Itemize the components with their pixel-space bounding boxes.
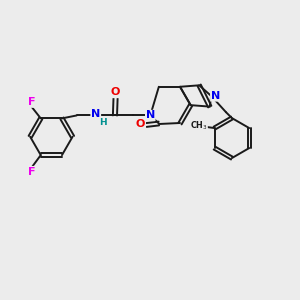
Text: O: O (111, 88, 120, 98)
Text: CH$_3$: CH$_3$ (190, 120, 208, 132)
Text: H: H (99, 118, 107, 127)
Text: F: F (28, 97, 35, 107)
Text: O: O (136, 119, 145, 129)
Text: N: N (91, 109, 101, 119)
Text: N: N (146, 110, 155, 120)
Text: F: F (28, 167, 36, 177)
Text: N: N (211, 91, 220, 101)
